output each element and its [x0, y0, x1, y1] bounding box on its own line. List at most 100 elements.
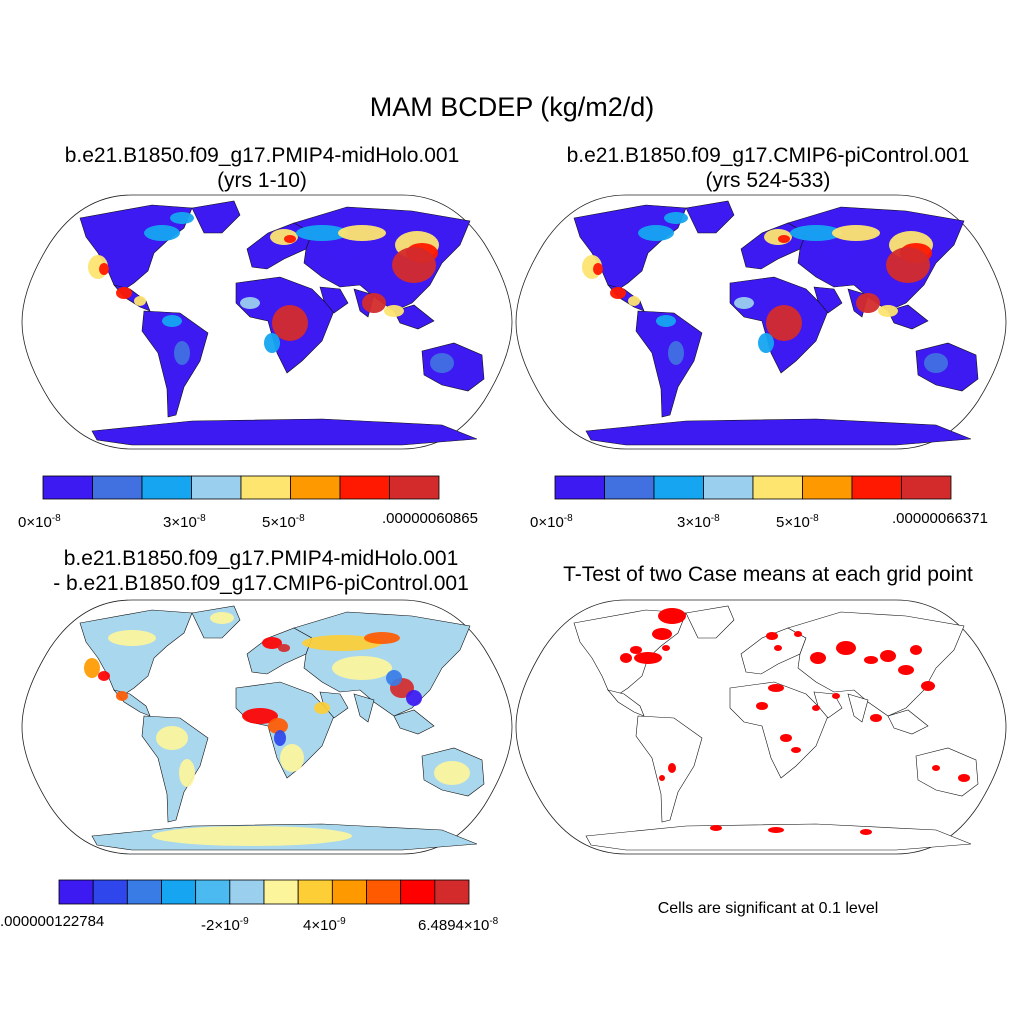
- figure-title: MAM BCDEP (kg/m2/d): [369, 92, 655, 122]
- field-patch: [656, 315, 676, 327]
- colorbar-box: [802, 475, 853, 500]
- difference-patch: [268, 718, 288, 734]
- land-samerica: [141, 310, 209, 418]
- colorbar-box: [290, 475, 341, 500]
- colorbar-box: [42, 475, 93, 500]
- colorbar-1-label-0: 0×10-8: [18, 513, 61, 531]
- field-patch: [174, 341, 190, 365]
- significant-cell: [794, 631, 802, 637]
- land-samerica: [635, 310, 703, 418]
- significant-cell: [810, 652, 826, 664]
- field-patch: [593, 263, 603, 275]
- difference-patch: [242, 708, 278, 724]
- field-patch: [338, 225, 386, 241]
- land-arabia: [319, 286, 349, 314]
- field-patch: [116, 287, 132, 299]
- field-patch: [856, 293, 880, 313]
- colorbar-box: [161, 879, 197, 905]
- colorbar-box: [339, 475, 390, 500]
- significant-cell: [864, 656, 878, 664]
- colorbar-1-label-1: 3×10-8: [163, 513, 206, 531]
- panel-3-title-line2: - b.e21.B1850.f09_g17.CMIP6-piControl.00…: [53, 572, 469, 595]
- colorbar-box: [653, 475, 704, 500]
- difference-patch: [314, 702, 330, 714]
- panel-3-title: b.e21.B1850.f09_g17.PMIP4-midHolo.001 - …: [6, 546, 516, 596]
- significant-cell: [832, 693, 840, 699]
- colorbar-box: [263, 879, 299, 905]
- colorbar-box: [901, 475, 952, 500]
- colorbar-box: [195, 879, 231, 905]
- difference-patch: [210, 612, 234, 624]
- colorbar-panel-2: [554, 475, 952, 500]
- difference-patch: [364, 632, 400, 644]
- significant-cell: [668, 763, 676, 773]
- field-patch: [384, 305, 404, 317]
- field-patch: [272, 305, 308, 341]
- significant-cell: [780, 734, 792, 742]
- significant-cell: [652, 628, 672, 640]
- colorbar-3-label-0: .000000122784: [0, 913, 105, 930]
- field-patch: [284, 235, 296, 243]
- panel-4-title: T-Test of two Case means at each grid po…: [518, 562, 1018, 587]
- field-patch: [638, 225, 674, 241]
- difference-patch: [434, 761, 470, 785]
- colorbar-box: [191, 475, 242, 500]
- colorbar-2-label-0: 0×10-8: [530, 513, 573, 531]
- colorbar-1-label-3: .00000060865: [382, 510, 478, 527]
- colorbar-box: [58, 879, 94, 905]
- land-greenland: [191, 200, 241, 234]
- land-greenland: [685, 605, 735, 639]
- land-seasia: [887, 709, 929, 735]
- field-patch: [766, 305, 802, 341]
- colorbar-box: [604, 475, 655, 500]
- difference-patch: [332, 656, 392, 680]
- land-greenland: [685, 200, 735, 234]
- panel-2-title-line2: (yrs 524-533): [705, 169, 831, 192]
- difference-patch: [179, 759, 195, 787]
- colorbar-2-label-2: 5×10-8: [776, 513, 819, 531]
- significant-cell: [768, 827, 784, 833]
- field-patch: [628, 296, 640, 306]
- difference-patch: [406, 690, 422, 706]
- difference-patch: [386, 670, 402, 686]
- significant-cell: [836, 641, 856, 655]
- colorbar-3-label-2: 4×10-9: [303, 916, 346, 934]
- land-australia: [915, 747, 979, 797]
- field-patch: [610, 287, 626, 299]
- land-africa: [729, 681, 829, 779]
- significant-cell: [910, 645, 922, 655]
- significant-cell: [921, 681, 935, 691]
- significant-cell: [880, 650, 896, 662]
- field-patch: [144, 225, 180, 241]
- colorbar-box: [126, 879, 162, 905]
- map-panel-2: [515, 194, 1007, 450]
- colorbar-box: [366, 879, 402, 905]
- colorbar-panel-3: [58, 879, 470, 905]
- colorbar-3-label-3: 6.4894×10-8: [418, 916, 499, 934]
- colorbar-box: [434, 879, 470, 905]
- field-patch: [822, 241, 858, 261]
- field-patch: [134, 296, 146, 306]
- colorbar-box: [297, 879, 333, 905]
- field-patch: [758, 333, 774, 353]
- colorbar-box: [141, 475, 192, 500]
- field-patch: [668, 341, 684, 365]
- field-patch: [362, 293, 386, 313]
- difference-patch: [274, 730, 286, 746]
- significant-cell: [630, 646, 642, 654]
- panel-1-title: b.e21.B1850.f09_g17.PMIP4-midHolo.001 (y…: [12, 143, 512, 193]
- significant-cell: [659, 775, 665, 781]
- field-patch: [924, 353, 948, 373]
- field-patch: [264, 333, 280, 353]
- significant-cell: [756, 702, 768, 710]
- significant-cell: [634, 652, 662, 664]
- significant-cell: [766, 632, 778, 640]
- land-india: [353, 693, 375, 723]
- panel-1-title-line1: b.e21.B1850.f09_g17.PMIP4-midHolo.001: [64, 144, 460, 167]
- significant-cell: [620, 653, 632, 663]
- colorbar-box: [92, 475, 143, 500]
- difference-patch: [156, 726, 188, 750]
- significant-cell: [870, 714, 882, 722]
- colorbar-box: [331, 879, 367, 905]
- difference-patch: [278, 644, 290, 652]
